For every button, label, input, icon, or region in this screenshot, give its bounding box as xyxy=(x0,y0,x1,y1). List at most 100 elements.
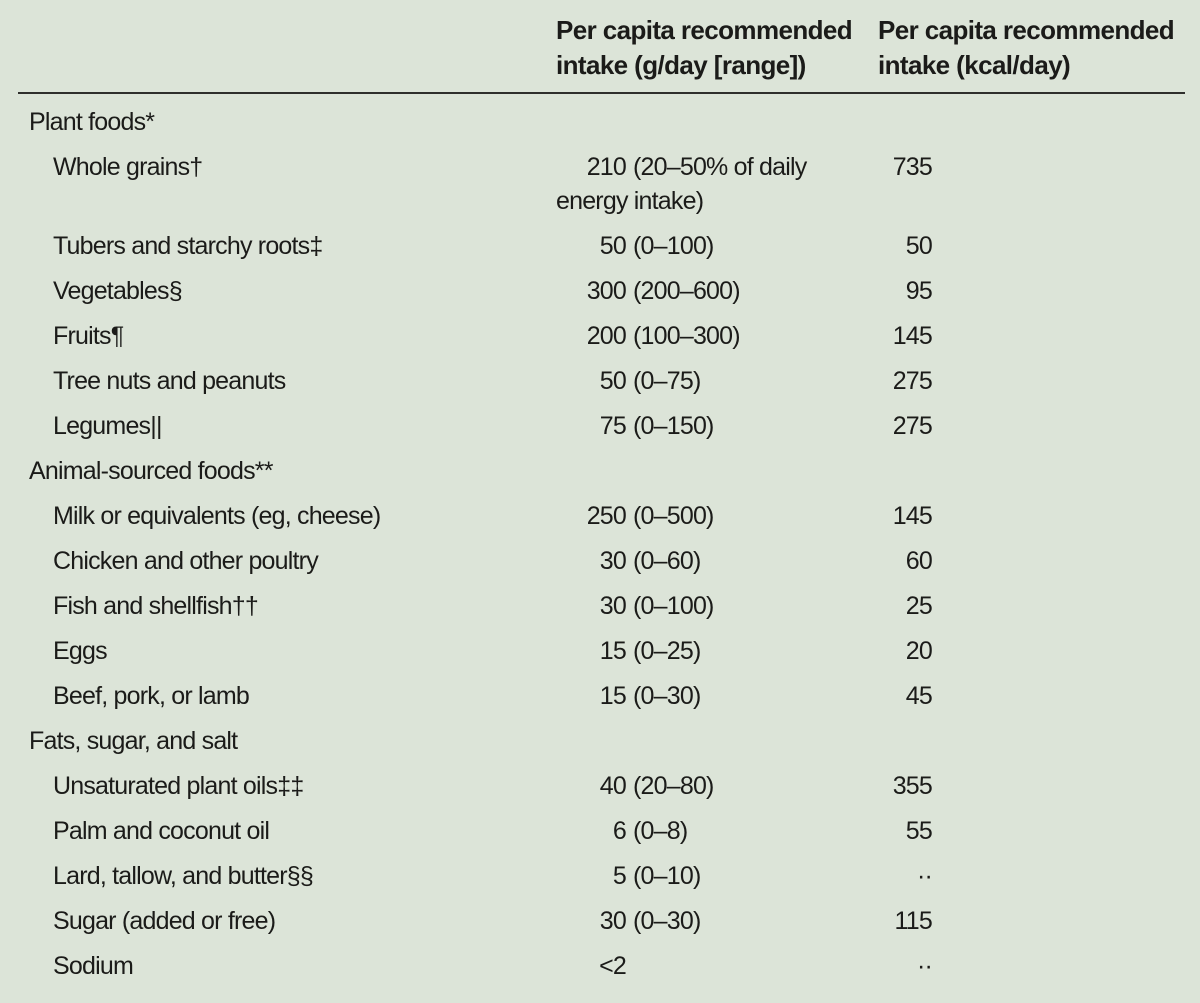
food-label: Fish and shellfish†† xyxy=(53,592,259,620)
gday-value: 6 (0–8) xyxy=(556,814,846,848)
kcal-value: 95 xyxy=(905,277,933,305)
kcal-value: 275 xyxy=(892,367,933,395)
kcal-value: 55 xyxy=(905,817,933,845)
table-row: Tree nuts and peanuts 50 (0–75) 275 xyxy=(0,359,1200,404)
gday-range: (0–25) xyxy=(633,637,701,665)
kcal-value: ·· xyxy=(916,862,933,890)
gday-value xyxy=(556,105,846,139)
gday-range: (0–150) xyxy=(633,412,714,440)
gday-number: 5 xyxy=(612,862,627,890)
table-row: Tubers and starchy roots‡ 50 (0–100) 50 xyxy=(0,224,1200,269)
table-row: Sugar (added or free) 30 (0–30) 115 xyxy=(0,899,1200,944)
gday-value: 50 (0–100) xyxy=(556,229,846,263)
gday-value: <2 xyxy=(556,949,846,983)
table-row: Lard, tallow, and butter§§ 5 (0–10) ·· xyxy=(0,854,1200,899)
gday-range: (200–600) xyxy=(633,277,741,305)
food-label: Tubers and starchy roots‡ xyxy=(53,232,323,260)
food-label: Sodium xyxy=(53,952,134,980)
table-row: Vegetables§ 300 (200–600) 95 xyxy=(0,269,1200,314)
gday-range: (0–60) xyxy=(633,547,701,575)
header-food-column xyxy=(0,13,556,83)
food-label: Fats, sugar, and salt xyxy=(29,727,238,755)
food-label: Tree nuts and peanuts xyxy=(53,367,286,395)
gday-number: 15 xyxy=(599,682,627,710)
gday-number: 300 xyxy=(586,277,627,305)
table-row: Whole grains† 210 (20–50% of daily energy… xyxy=(0,145,1200,224)
kcal-value: ·· xyxy=(916,952,933,980)
gday-value: 50 (0–75) xyxy=(556,364,846,398)
gday-value: 250 (0–500) xyxy=(556,499,846,533)
header-gday-column: Per capita recommended intake (g/day [ra… xyxy=(556,13,878,83)
food-label: Chicken and other poultry xyxy=(53,547,319,575)
gday-number: 30 xyxy=(599,907,627,935)
gday-value: 200 (100–300) xyxy=(556,319,846,353)
gday-number: 75 xyxy=(599,412,627,440)
kcal-value: 45 xyxy=(905,682,933,710)
table-row: Fish and shellfish†† 30 (0–100) 25 xyxy=(0,584,1200,629)
gday-range: (0–8) xyxy=(633,817,688,845)
gday-range: (0–500) xyxy=(633,502,714,530)
table-row: Animal-sourced foods** xyxy=(0,449,1200,494)
gday-number: 250 xyxy=(586,502,627,530)
table-row: Unsaturated plant oils‡‡ 40 (20–80) 355 xyxy=(0,764,1200,809)
gday-number: 30 xyxy=(599,592,627,620)
gday-number: 210 xyxy=(586,153,627,181)
food-label: Lard, tallow, and butter§§ xyxy=(53,862,314,890)
gday-range: (0–75) xyxy=(633,367,701,395)
kcal-value: 115 xyxy=(894,907,933,935)
gday-range: (0–100) xyxy=(633,232,714,260)
gday-number: 50 xyxy=(599,232,627,260)
kcal-value: 145 xyxy=(892,502,933,530)
gday-range: (0–10) xyxy=(633,862,701,890)
gday-number: 50 xyxy=(599,367,627,395)
gday-value: 210 (20–50% of daily energy intake) xyxy=(556,150,846,218)
gday-value: 30 (0–30) xyxy=(556,904,846,938)
kcal-value: 60 xyxy=(905,547,933,575)
gday-value: 75 (0–150) xyxy=(556,409,846,443)
food-label: Fruits¶ xyxy=(53,322,124,350)
gday-number: <2 xyxy=(599,952,627,980)
table-row: Plant foods* xyxy=(0,100,1200,145)
kcal-value: 355 xyxy=(892,772,933,800)
gday-range: (20–50% of daily energy intake) xyxy=(556,153,807,215)
gday-number: 40 xyxy=(599,772,627,800)
table-row: Chicken and other poultry 30 (0–60) 60 xyxy=(0,539,1200,584)
gday-value xyxy=(556,724,846,758)
gday-value: 5 (0–10) xyxy=(556,859,846,893)
food-label: Plant foods* xyxy=(29,108,155,136)
gday-range: (100–300) xyxy=(633,322,741,350)
gday-value: 40 (20–80) xyxy=(556,769,846,803)
table-row: Fats, sugar, and salt xyxy=(0,719,1200,764)
gday-value xyxy=(556,454,846,488)
kcal-value: 145 xyxy=(892,322,933,350)
header-rule xyxy=(18,92,1185,94)
food-label: Palm and coconut oil xyxy=(53,817,270,845)
gday-range: (20–80) xyxy=(633,772,714,800)
table-row: Sodium <2 ·· xyxy=(0,944,1200,989)
header-gday-label: Per capita recommended intake (g/day [ra… xyxy=(556,15,853,80)
gday-value: 300 (200–600) xyxy=(556,274,846,308)
gday-range: (0–30) xyxy=(633,907,701,935)
gday-number: 6 xyxy=(612,817,627,845)
table-row: Milk or equivalents (eg, cheese) 250 (0–5… xyxy=(0,494,1200,539)
table-body: Plant foods* Whole grains† 210 (20–50% of… xyxy=(0,94,1200,989)
table-row: Legumes|| 75 (0–150) 275 xyxy=(0,404,1200,449)
food-label: Beef, pork, or lamb xyxy=(53,682,250,710)
gday-number: 30 xyxy=(599,547,627,575)
gday-range: (0–100) xyxy=(633,592,714,620)
gday-value: 15 (0–25) xyxy=(556,634,846,668)
kcal-value: 735 xyxy=(892,153,933,181)
kcal-value: 20 xyxy=(905,637,933,665)
header-kcal-column: Per capita recommended intake (kcal/day) xyxy=(878,13,1200,83)
food-label: Legumes|| xyxy=(53,412,162,440)
food-label: Eggs xyxy=(53,637,108,665)
gday-number: 15 xyxy=(599,637,627,665)
gday-value: 30 (0–100) xyxy=(556,589,846,623)
table-row: Fruits¶ 200 (100–300) 145 xyxy=(0,314,1200,359)
food-label: Animal-sourced foods** xyxy=(29,457,273,485)
food-label: Sugar (added or free) xyxy=(53,907,276,935)
food-label: Vegetables§ xyxy=(53,277,183,305)
gday-value: 30 (0–60) xyxy=(556,544,846,578)
table-row: Beef, pork, or lamb 15 (0–30) 45 xyxy=(0,674,1200,719)
